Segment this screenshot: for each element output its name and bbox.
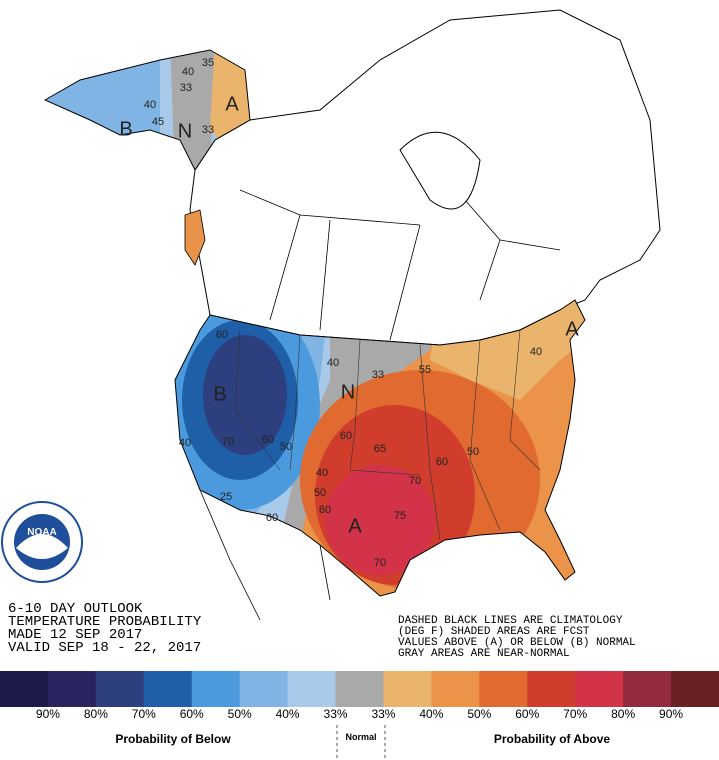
map-label: 40	[316, 467, 328, 479]
note-line: DASHED BLACK LINES ARE CLIMATOLOGY	[398, 615, 623, 627]
map-label: 45	[152, 116, 164, 128]
legend-label: 50%	[467, 707, 491, 721]
map-label: 70	[222, 436, 234, 448]
map-label: 33	[180, 82, 192, 94]
legend-swatch	[623, 671, 672, 707]
legend-label: 60%	[180, 707, 204, 721]
noaa-logo: NOAA	[1, 501, 83, 583]
legend-label: 80%	[84, 707, 108, 721]
title-line: MADE 12 SEP 2017	[8, 627, 142, 643]
map-label: 33	[202, 124, 214, 136]
legend-label: 40%	[419, 707, 443, 721]
map-label: N	[341, 381, 355, 403]
map-label: 35	[202, 57, 214, 69]
title-line: TEMPERATURE PROBABILITY	[8, 614, 202, 630]
legend-swatch	[239, 671, 289, 707]
legend-swatch	[191, 671, 241, 707]
legend-label: 70%	[563, 707, 587, 721]
map-label: 40	[182, 66, 194, 78]
map-label: A	[565, 318, 579, 340]
legend-swatch	[143, 671, 193, 707]
legend-swatch	[383, 671, 432, 707]
note-line: GRAY AREAS ARE NEAR-NORMAL	[398, 648, 570, 660]
map-label: 75	[394, 510, 406, 522]
legend-label: 33%	[371, 707, 395, 721]
map-label: B	[213, 383, 226, 405]
map-label: 40	[144, 99, 156, 111]
legend-label: 70%	[132, 707, 156, 721]
legend-label: 60%	[515, 707, 539, 721]
map-label: A	[225, 93, 239, 115]
map-label: 60	[266, 512, 278, 524]
map-label: 60	[436, 456, 448, 468]
map-label: 50	[280, 441, 292, 453]
legend-swatch	[47, 671, 97, 707]
map-label: 65	[374, 443, 386, 455]
map-label: N	[178, 120, 192, 142]
map-label: A	[348, 515, 362, 537]
legend-label: 90%	[36, 707, 60, 721]
map-label: 40	[179, 437, 191, 449]
map-label: 33	[372, 369, 384, 381]
map-label: 60	[216, 329, 228, 341]
map-label: 60	[340, 430, 352, 442]
map-label: 70	[409, 475, 421, 487]
map-label: 60	[262, 434, 274, 446]
note-line: (DEG F) SHADED AREAS ARE FCST	[398, 626, 590, 638]
map-label: B	[119, 118, 132, 140]
map-label: 55	[419, 364, 431, 376]
map-label: 40	[530, 346, 542, 358]
title-line: VALID SEP 18 - 22, 2017	[8, 640, 201, 656]
legend-swatch	[95, 671, 145, 707]
title-line: 6-10 DAY OUTLOOK	[8, 601, 143, 617]
legend-swatch	[671, 671, 719, 707]
logo-text: NOAA	[27, 527, 56, 538]
note-line: VALUES ABOVE (A) OR BELOW (B) NORMAL	[398, 637, 636, 649]
legend-swatch	[479, 671, 528, 707]
map-label: 50	[314, 487, 326, 499]
legend-label: 80%	[611, 707, 635, 721]
map-label: 70	[374, 557, 386, 569]
legend-label: 33%	[324, 707, 348, 721]
map-label: 60	[319, 504, 331, 516]
legend-normal: Normal	[345, 732, 376, 742]
legend-label: 50%	[228, 707, 252, 721]
legend-label: 90%	[659, 707, 683, 721]
map-label: 50	[467, 446, 479, 458]
legend-swatch	[575, 671, 624, 707]
map-label: 25	[220, 491, 232, 503]
legend-swatch	[287, 671, 337, 707]
legend-above: Probability of Above	[494, 732, 611, 746]
canada	[189, 9, 661, 346]
legend-swatch	[431, 671, 480, 707]
legend-swatch	[335, 671, 384, 707]
legend-below: Probability of Below	[115, 732, 231, 746]
legend-swatch	[0, 671, 49, 707]
legend-label: 40%	[276, 707, 300, 721]
map-label: 40	[327, 357, 339, 369]
legend-swatch	[527, 671, 576, 707]
